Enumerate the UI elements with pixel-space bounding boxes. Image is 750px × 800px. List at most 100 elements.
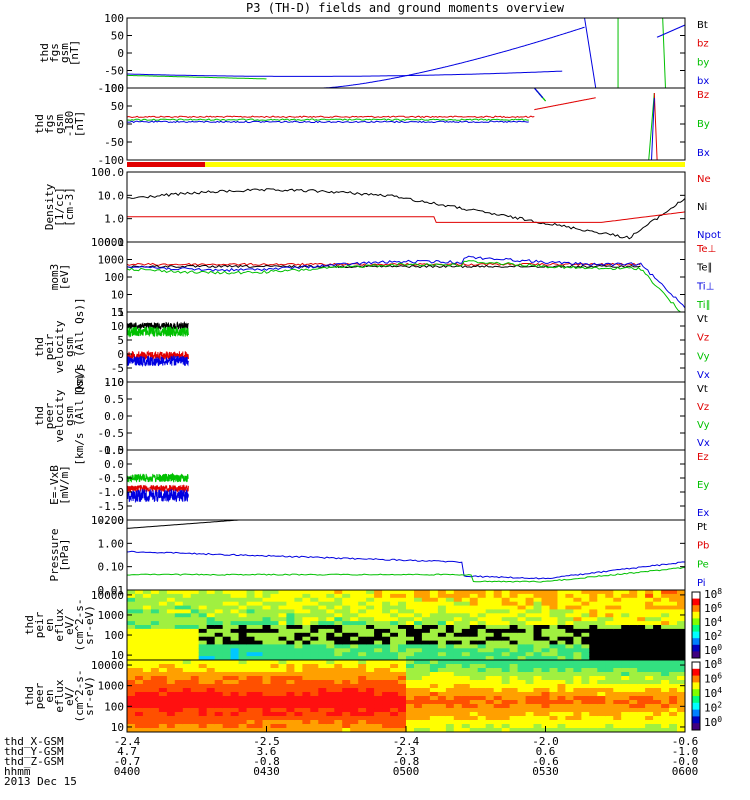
spectrogram-cell (525, 632, 535, 638)
spectrogram-cell (429, 593, 439, 599)
spectrogram-cell (477, 640, 487, 646)
colorbar-segment (692, 689, 700, 697)
spectrogram-cell (557, 708, 567, 713)
spectrogram-cell (653, 720, 662, 725)
spectrogram-cell (350, 644, 359, 649)
spectrogram-cell (135, 621, 144, 626)
spectrogram-cell (318, 664, 327, 669)
spectrogram-cell (350, 636, 359, 642)
spectrogram-cell (358, 664, 367, 669)
spectrogram-cell (358, 628, 367, 634)
spectrogram-cell (469, 621, 479, 626)
spectrogram-cell (278, 720, 288, 725)
spectrogram-cell (421, 700, 431, 705)
spectrogram-cell (390, 652, 399, 657)
spectrogram-cell (589, 648, 598, 653)
spectrogram-cell (621, 617, 630, 622)
spectrogram-cell (254, 696, 264, 701)
spectrogram-cell (270, 692, 280, 697)
spectrogram-cell (366, 621, 375, 626)
spectrogram-cell (374, 712, 383, 717)
spectrogram-cell (414, 676, 423, 681)
spectrogram-cell (469, 656, 479, 660)
spectrogram-cell (501, 636, 511, 642)
spectrogram-cell (453, 704, 463, 709)
spectrogram-cell (533, 593, 543, 599)
spectrogram-cell (549, 609, 559, 614)
panel-frame (126, 449, 686, 521)
spectrogram-cell (461, 621, 471, 626)
spectrogram-cell (222, 636, 232, 642)
spectrogram-cell (565, 720, 574, 725)
spectrogram-cell (254, 708, 264, 713)
spectrogram-cell (398, 636, 407, 642)
spectrogram-cell (350, 640, 359, 646)
spectrogram-cell (501, 597, 511, 603)
spectrogram-cell (597, 590, 606, 595)
spectrogram-cell (485, 590, 495, 595)
spectrogram-cell (653, 590, 662, 595)
spectrogram-cell (278, 672, 288, 677)
x-tick-label: -0.6 (672, 735, 699, 748)
spectrogram-cell (135, 590, 144, 595)
spectrogram-cell (366, 664, 375, 669)
spectrogram-cell (398, 613, 407, 618)
spectrogram-cell (214, 628, 224, 634)
spectrogram-cell (541, 605, 551, 611)
spectrogram-cell (310, 664, 319, 669)
spectrogram-cell (445, 684, 455, 689)
colorbar-label: 104 (704, 615, 722, 629)
spectrogram-cell (629, 716, 638, 721)
spectrogram-cell (135, 696, 144, 701)
spectrogram-cell (166, 696, 176, 701)
spectrogram-cell (565, 664, 574, 669)
spectrogram-cell (557, 617, 567, 622)
legend-entry: Bt (697, 20, 708, 31)
spectrogram-cell (302, 621, 311, 626)
spectrogram-cell (166, 652, 176, 657)
spectrogram-cell (302, 660, 311, 665)
spectrogram-cell (453, 724, 463, 729)
spectrogram-cell (445, 720, 455, 725)
spectrogram-cell (342, 704, 351, 709)
spectrogram-cell (469, 676, 479, 681)
spectrogram-cell (166, 628, 176, 634)
spectrogram-cell (517, 656, 527, 660)
spectrogram-cell (382, 648, 391, 653)
spectrogram-cell (501, 652, 511, 657)
spectrogram-cell (230, 601, 240, 607)
spectrogram-cell (461, 728, 471, 732)
y-tick-label: 10000 (91, 236, 124, 249)
spectrogram-cell (142, 640, 152, 646)
spectrogram-cell (166, 601, 176, 607)
spectrogram-cell (398, 664, 407, 669)
colorbar-label: 102 (704, 701, 722, 715)
spectrogram-cell (445, 712, 455, 717)
spectrogram-cell (150, 724, 160, 729)
spectrogram-cell (605, 625, 614, 630)
spectrogram-cell (525, 720, 535, 725)
spectrogram-cell (501, 712, 511, 717)
spectrogram-cell (182, 601, 192, 607)
spectrogram-cell (605, 640, 614, 646)
spectrogram-cell (342, 720, 351, 725)
spectrogram-cell (541, 632, 551, 638)
spectrogram-cell (637, 660, 646, 665)
spectrogram-cell (127, 720, 136, 725)
spectrogram-cell (222, 684, 232, 689)
spectrogram-cell (677, 648, 685, 653)
spectrogram-cell (198, 621, 208, 626)
spectrogram-cell (645, 640, 654, 646)
spectrogram-cell (541, 696, 551, 701)
spectrogram-cell (565, 724, 574, 729)
spectrogram-cell (661, 716, 670, 721)
spectrogram-cell (382, 696, 391, 701)
spectrogram-cell (294, 688, 303, 693)
spectrogram-cell (597, 648, 606, 653)
spectrogram-cell (533, 609, 543, 614)
spectrogram-cell (198, 632, 208, 638)
spectrogram-cell (366, 716, 375, 721)
spectrogram-cell (294, 692, 303, 697)
spectrogram-cell (557, 605, 567, 611)
spectrogram-cell (326, 668, 335, 673)
